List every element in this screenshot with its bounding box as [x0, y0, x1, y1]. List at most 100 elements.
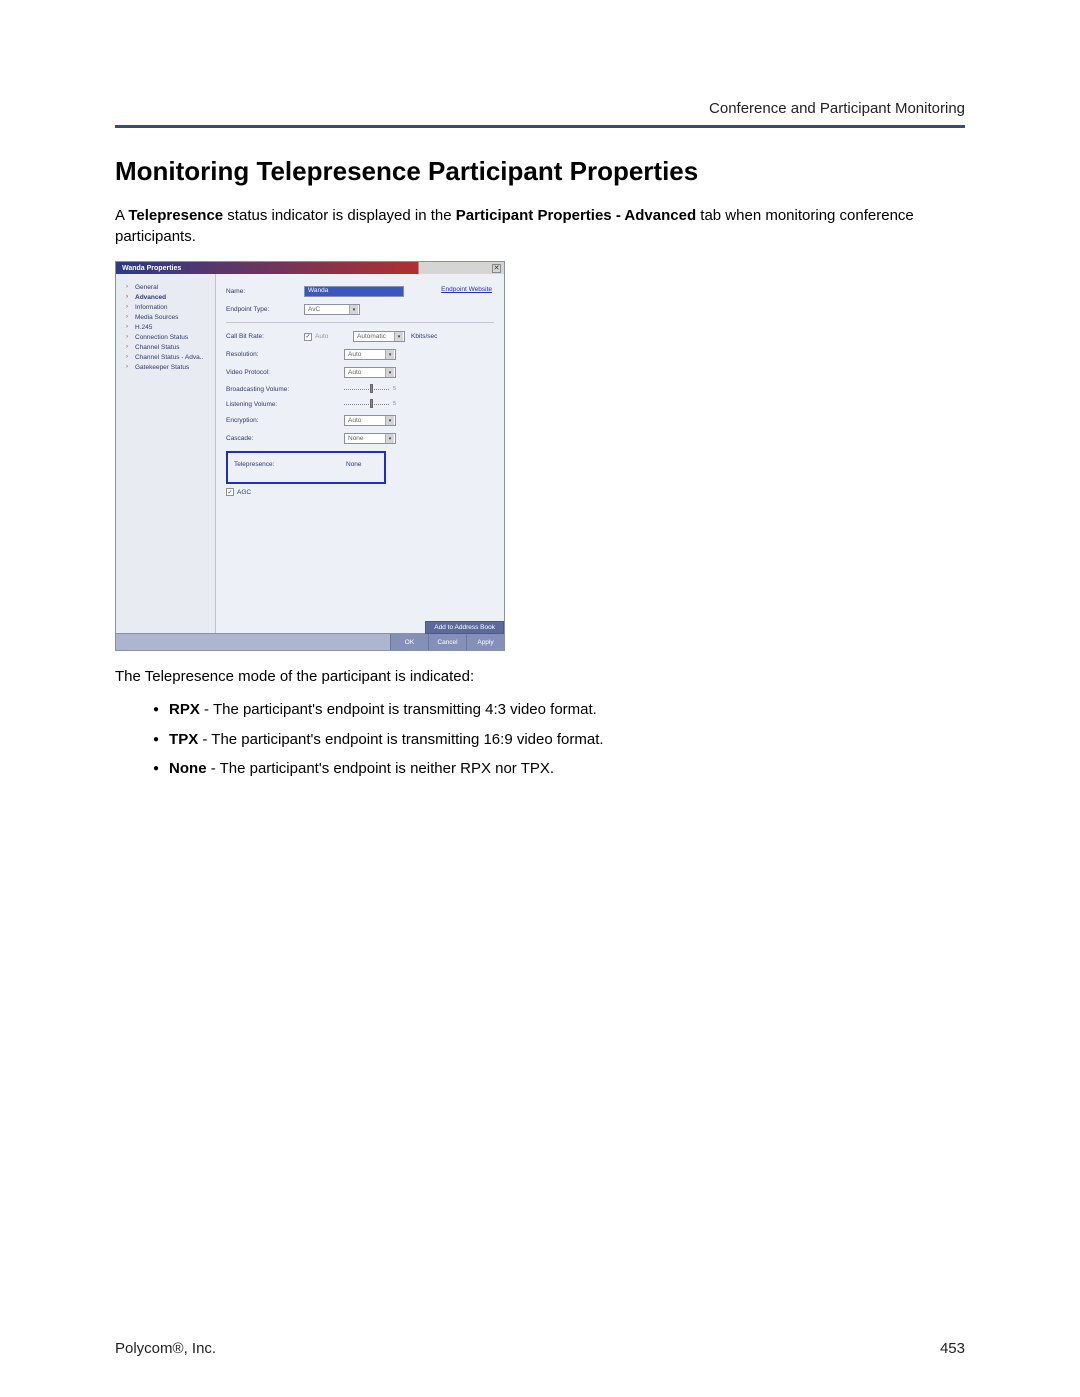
chevron-down-icon: ▾ [385, 416, 394, 425]
sidebar-item-label: Media Sources [135, 314, 178, 321]
list-item: TPX - The participant's endpoint is tran… [153, 728, 965, 751]
dialog-sidebar: ›General ›Advanced ›Information ›Media S… [116, 274, 216, 634]
agc-label: AGC [237, 489, 251, 496]
chevron-down-icon: ▾ [385, 368, 394, 377]
sidebar-item-general[interactable]: ›General [126, 282, 211, 292]
chevron-down-icon: ▾ [385, 434, 394, 443]
sidebar-item-channel-status[interactable]: ›Channel Status [126, 342, 211, 352]
list-item-bold: TPX [169, 731, 198, 748]
intro-b2: Participant Properties - Advanced [456, 207, 696, 224]
chevron-icon: › [126, 334, 132, 340]
row-call-bit-rate: Call Bit Rate: ✓ Auto Automatic▾ Kbits/s… [226, 331, 494, 342]
sidebar-item-label: Connection Status [135, 334, 188, 341]
chevron-icon: › [126, 364, 132, 370]
sidebar-item-channel-status-adv[interactable]: ›Channel Status - Adva.. [126, 352, 211, 362]
top-rule [115, 125, 965, 128]
telepresence-value: None [346, 461, 362, 468]
agc-checkbox[interactable]: ✓ [226, 488, 234, 496]
slider-thumb-icon [370, 384, 373, 393]
list-item: None - The participant's endpoint is nei… [153, 757, 965, 780]
list-item-bold: RPX [169, 701, 200, 718]
name-label: Name: [226, 288, 304, 295]
dialog-titlebar: Wanda Properties ✕ [116, 262, 504, 274]
chevron-icon: › [126, 294, 132, 300]
resolution-select[interactable]: Auto ▾ [344, 349, 396, 360]
row-resolution: Resolution: Auto ▾ [226, 349, 494, 360]
sidebar-item-label: Channel Status [135, 344, 179, 351]
telepresence-label: Telepresence: [234, 461, 346, 468]
page-footer: Polycom®, Inc. 453 [115, 1340, 965, 1357]
add-to-address-book-button[interactable]: Add to Address Book [425, 621, 504, 634]
intro-pre: A [115, 207, 128, 224]
list-item-text: - The participant's endpoint is transmit… [200, 701, 597, 718]
sidebar-item-connection-status[interactable]: ›Connection Status [126, 332, 211, 342]
intro-mid: status indicator is displayed in the [223, 207, 456, 224]
sidebar-item-information[interactable]: ›Information [126, 302, 211, 312]
listening-volume-label: Listening Volume: [226, 401, 344, 408]
name-input[interactable]: Wanda [304, 286, 404, 297]
sidebar-item-gatekeeper-status[interactable]: ›Gatekeeper Status [126, 362, 211, 372]
sidebar-item-media-sources[interactable]: ›Media Sources [126, 312, 211, 322]
endpoint-type-select[interactable]: AvC ▾ [304, 304, 360, 315]
below-text: The Telepresence mode of the participant… [115, 665, 965, 780]
select-value: Auto [348, 351, 361, 358]
encryption-select[interactable]: Auto ▾ [344, 415, 396, 426]
sidebar-item-advanced[interactable]: ›Advanced [126, 292, 211, 302]
select-value: AvC [308, 306, 320, 313]
list-item-bold: None [169, 760, 207, 777]
select-value: Automatic [357, 333, 386, 340]
call-bit-rate-select[interactable]: Automatic ▾ [353, 331, 405, 342]
sidebar-item-label: Gatekeeper Status [135, 364, 189, 371]
video-protocol-label: Video Protocol: [226, 369, 344, 376]
row-broadcasting-volume: Broadcasting Volume: 5 [226, 385, 494, 393]
cascade-select[interactable]: None ▾ [344, 433, 396, 444]
row-cascade: Cascade: None ▾ [226, 433, 494, 444]
properties-dialog: Wanda Properties ✕ ›General ›Advanced ›I… [115, 261, 505, 651]
intro-paragraph: A Telepresence status indicator is displ… [115, 205, 965, 247]
chevron-icon: › [126, 314, 132, 320]
broadcasting-volume-label: Broadcasting Volume: [226, 386, 344, 393]
sidebar-item-label: General [135, 284, 158, 291]
close-icon[interactable]: ✕ [492, 264, 501, 273]
chevron-icon: › [126, 344, 132, 350]
broadcasting-volume-slider[interactable]: 5 [344, 385, 396, 393]
list-item-text: - The participant's endpoint is transmit… [198, 731, 603, 748]
mode-list: RPX - The participant's endpoint is tran… [115, 698, 965, 780]
sidebar-item-label: Advanced [135, 294, 166, 301]
chevron-icon: › [126, 324, 132, 330]
encryption-label: Encryption: [226, 417, 344, 424]
page-title: Monitoring Telepresence Participant Prop… [115, 156, 965, 187]
cancel-button[interactable]: Cancel [428, 634, 466, 650]
chevron-down-icon: ▾ [394, 332, 403, 341]
list-item: RPX - The participant's endpoint is tran… [153, 698, 965, 721]
chevron-down-icon: ▾ [385, 350, 394, 359]
select-value: None [348, 435, 364, 442]
auto-checkbox[interactable]: ✓ [304, 333, 312, 341]
footer-right: 453 [940, 1340, 965, 1357]
row-telepresence: Telepresence: None [234, 461, 378, 468]
row-endpoint-type: Endpoint Type: AvC▾ [226, 304, 494, 315]
select-value: Auto [348, 369, 361, 376]
resolution-label: Resolution: [226, 351, 344, 358]
chevron-down-icon: ▾ [349, 305, 358, 314]
ok-button[interactable]: OK [390, 634, 428, 650]
footer-left: Polycom®, Inc. [115, 1340, 216, 1357]
slider-thumb-icon [370, 399, 373, 408]
slider-value: 5 [393, 401, 396, 407]
intro-b1: Telepresence [128, 207, 223, 224]
row-encryption: Encryption: Auto ▾ [226, 415, 494, 426]
slider-value: 5 [393, 386, 396, 392]
sidebar-item-h245[interactable]: ›H.245 [126, 322, 211, 332]
cascade-label: Cascade: [226, 435, 344, 442]
listening-volume-slider[interactable]: 5 [344, 400, 396, 408]
below-lead: The Telepresence mode of the participant… [115, 665, 965, 688]
video-protocol-select[interactable]: Auto ▾ [344, 367, 396, 378]
apply-button[interactable]: Apply [466, 634, 504, 650]
auto-check-label: Auto [315, 333, 353, 340]
row-video-protocol: Video Protocol: Auto ▾ [226, 367, 494, 378]
select-value: Auto [348, 417, 361, 424]
call-bit-rate-label: Call Bit Rate: [226, 333, 304, 340]
endpoint-website-link[interactable]: Endpoint Website [441, 286, 492, 293]
sidebar-item-label: Channel Status - Adva.. [135, 354, 203, 361]
section-header: Conference and Participant Monitoring [115, 100, 965, 117]
